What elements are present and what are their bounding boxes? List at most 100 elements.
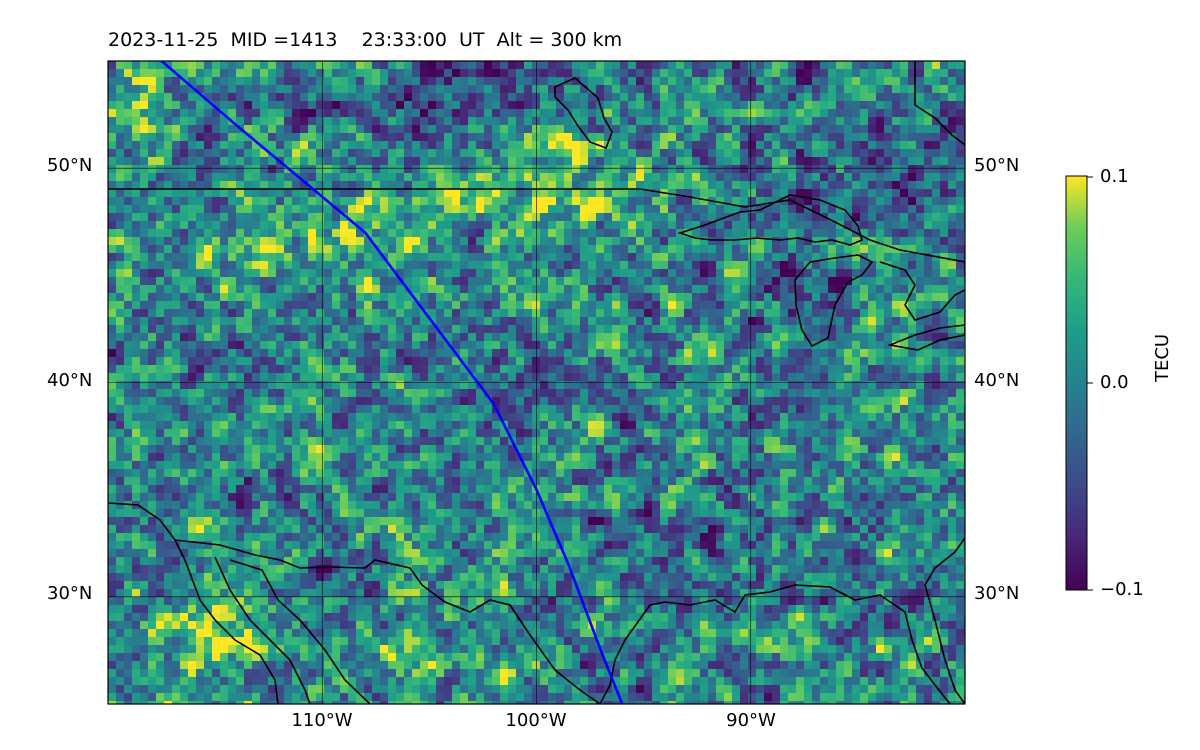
tec-cell	[404, 293, 413, 302]
tec-cell	[780, 157, 789, 166]
tec-cell	[812, 69, 821, 78]
tec-cell	[252, 365, 261, 374]
tec-cell	[812, 397, 821, 406]
tec-cell	[476, 333, 485, 342]
tec-cell	[676, 149, 685, 158]
tec-cell	[948, 149, 957, 158]
tec-cell	[508, 85, 517, 94]
tec-cell	[252, 341, 261, 350]
tec-cell	[852, 261, 861, 270]
tec-cell	[812, 197, 821, 206]
tec-cell	[580, 261, 589, 270]
tec-cell	[628, 77, 637, 86]
tec-cell	[948, 133, 957, 142]
tec-cell	[716, 261, 725, 270]
tec-cell	[284, 109, 293, 118]
tec-cell	[292, 93, 301, 102]
tec-cell	[732, 165, 741, 174]
tec-cell	[404, 373, 413, 382]
tec-cell	[924, 69, 933, 78]
tec-cell	[196, 157, 205, 166]
tec-cell	[180, 149, 189, 158]
tec-cell	[244, 229, 253, 238]
tec-cell	[404, 205, 413, 214]
tec-cell	[196, 301, 205, 310]
tec-cell	[484, 69, 493, 78]
tec-cell	[612, 165, 621, 174]
tec-cell	[148, 405, 157, 414]
tec-cell	[156, 341, 165, 350]
tec-cell	[292, 413, 301, 422]
tec-cell	[684, 181, 693, 190]
tec-cell	[852, 285, 861, 294]
tec-cell	[636, 61, 645, 70]
tec-cell	[340, 117, 349, 126]
tec-cell	[692, 413, 701, 422]
tec-cell	[500, 117, 509, 126]
tec-cell	[204, 117, 213, 126]
tec-cell	[244, 101, 253, 110]
tec-cell	[868, 149, 877, 158]
tec-cell	[388, 309, 397, 318]
tec-cell	[764, 237, 773, 246]
tec-cell	[444, 157, 453, 166]
tec-cell	[788, 165, 797, 174]
tec-cell	[188, 149, 197, 158]
tec-cell	[932, 381, 941, 390]
tec-cell	[108, 141, 117, 150]
tec-cell	[500, 413, 509, 422]
tec-cell	[540, 341, 549, 350]
tec-cell	[644, 389, 653, 398]
tec-cell	[364, 357, 373, 366]
tec-cell	[236, 429, 245, 438]
tec-cell	[748, 205, 757, 214]
tec-cell	[724, 133, 733, 142]
tec-cell	[124, 325, 133, 334]
tec-cell	[956, 301, 965, 310]
tec-cell	[396, 245, 405, 254]
tec-cell	[580, 277, 589, 286]
tec-cell	[836, 189, 845, 198]
tec-cell	[492, 61, 501, 70]
tec-cell	[620, 277, 629, 286]
tec-cell	[596, 349, 605, 358]
tec-cell	[916, 357, 925, 366]
tec-cell	[676, 357, 685, 366]
tec-cell	[124, 93, 133, 102]
tec-cell	[356, 85, 365, 94]
tec-cell	[428, 221, 437, 230]
tec-cell	[508, 173, 517, 182]
tec-cell	[204, 61, 213, 70]
tec-cell	[556, 397, 565, 406]
tec-cell	[604, 269, 613, 278]
tec-cell	[716, 237, 725, 246]
tec-cell	[348, 229, 357, 238]
tec-cell	[372, 173, 381, 182]
tec-cell	[388, 261, 397, 270]
tec-cell	[476, 253, 485, 262]
tec-cell	[580, 101, 589, 110]
tec-cell	[548, 237, 557, 246]
tec-cell	[292, 365, 301, 374]
tec-cell	[764, 221, 773, 230]
tec-cell	[196, 77, 205, 86]
tec-cell	[652, 365, 661, 374]
tec-cell	[940, 341, 949, 350]
tec-cell	[804, 349, 813, 358]
tec-cell	[468, 85, 477, 94]
tec-cell	[516, 285, 525, 294]
tec-cell	[876, 301, 885, 310]
tec-cell	[636, 117, 645, 126]
tec-cell	[860, 293, 869, 302]
tec-cell	[108, 197, 117, 206]
tec-cell	[292, 77, 301, 86]
tec-cell	[444, 285, 453, 294]
tec-cell	[316, 333, 325, 342]
tec-cell	[804, 333, 813, 342]
tec-cell	[740, 117, 749, 126]
tec-cell	[332, 405, 341, 414]
tec-cell	[300, 181, 309, 190]
tec-cell	[564, 381, 573, 390]
tec-cell	[700, 301, 709, 310]
tec-cell	[388, 317, 397, 326]
